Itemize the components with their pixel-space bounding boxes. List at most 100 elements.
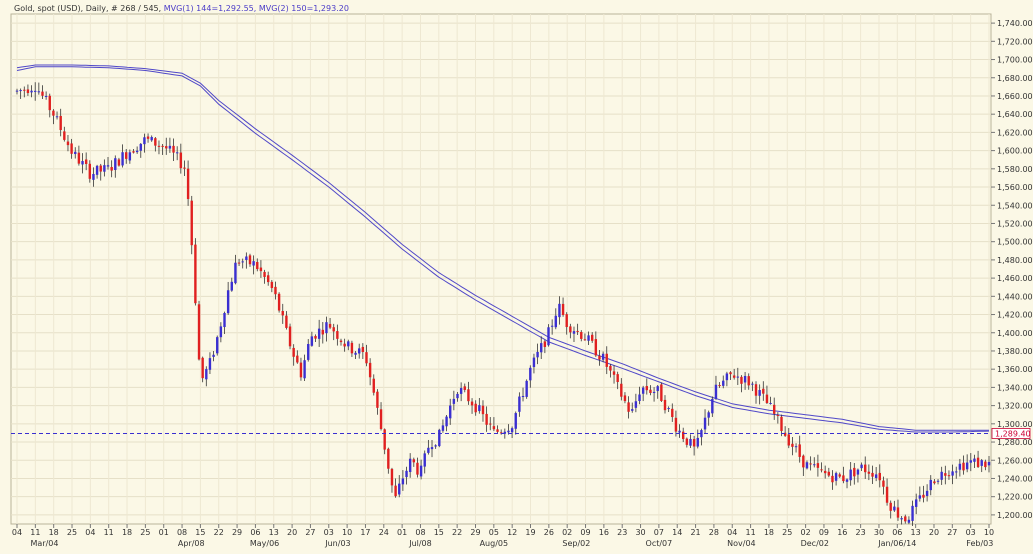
x-tick-label: 10 (984, 528, 994, 537)
candle-down (823, 470, 827, 474)
candle-up (37, 91, 41, 93)
candle-down (292, 347, 295, 357)
candle-up (423, 453, 426, 467)
candle-down (336, 331, 339, 339)
candle-up (758, 390, 761, 396)
candle-down (718, 385, 721, 387)
candle-up (678, 430, 681, 433)
candle-up (226, 290, 230, 314)
candle-down (117, 159, 121, 166)
y-tick-label: 1,400.00 (997, 329, 1033, 338)
candle-down (976, 457, 980, 467)
candle-up (601, 353, 605, 360)
candle-up (849, 469, 852, 481)
x-tick-label: 03 (324, 528, 334, 537)
candle-down (412, 459, 416, 463)
y-tick-label: 1,220.00 (997, 493, 1033, 502)
x-tick-label: 27 (305, 528, 315, 537)
candle-down (838, 474, 841, 477)
x-tick-label: 06 (250, 528, 260, 537)
candle-up (456, 393, 459, 399)
candle-up (547, 327, 550, 346)
candle-up (81, 161, 84, 165)
candle-down (660, 384, 663, 401)
x-tick-label: 25 (140, 528, 150, 537)
candle-up (92, 173, 95, 180)
y-tick-label: 1,660.00 (997, 92, 1033, 101)
candle-up (445, 416, 448, 427)
candle-up (74, 151, 77, 155)
candle-down (674, 417, 678, 432)
candle-down (594, 339, 598, 356)
candle-up (208, 358, 212, 370)
candle-up (929, 479, 932, 491)
x-tick-label: 23 (617, 528, 627, 537)
candle-down (612, 371, 616, 375)
candle-up (30, 90, 33, 93)
x-month-label: Jan/06/14 (877, 539, 916, 548)
candle-up (834, 473, 838, 481)
x-tick-label: 08 (415, 528, 425, 537)
candle-down (77, 152, 81, 164)
candle-up (794, 446, 798, 448)
candle-down (740, 376, 743, 384)
candle-up (893, 506, 896, 511)
candle-down (161, 145, 164, 147)
candle-down (580, 331, 583, 339)
candle-up (317, 328, 321, 339)
y-tick-label: 1,580.00 (997, 165, 1033, 174)
candle-down (281, 310, 284, 316)
candle-down (496, 429, 499, 432)
x-tick-label: 18 (764, 528, 774, 537)
y-tick-label: 1,700.00 (997, 56, 1033, 65)
x-tick-label: 22 (214, 528, 224, 537)
candle-up (507, 430, 510, 433)
candle-up (419, 465, 423, 477)
candle-up (430, 447, 434, 450)
x-tick-label: 02 (562, 528, 572, 537)
y-tick-label: 1,420.00 (997, 311, 1033, 320)
candle-down (154, 138, 157, 146)
candle-down (157, 145, 161, 147)
x-tick-label: 22 (452, 528, 462, 537)
x-month-label: Feb/03 (966, 539, 993, 548)
candle-down (623, 395, 627, 402)
x-tick-label: 14 (672, 528, 682, 537)
candle-down (773, 404, 776, 414)
candle-down (343, 343, 346, 347)
candle-down (787, 434, 790, 446)
x-tick-label: 01 (159, 528, 169, 537)
candle-up (15, 90, 19, 92)
instrument-label: Gold, spot (USD), Daily, # 268 / 545, (14, 4, 162, 13)
candle-down (864, 464, 867, 473)
y-tick-label: 1,340.00 (997, 383, 1033, 392)
candle-down (598, 355, 601, 360)
candle-down (339, 340, 343, 343)
candle-up (707, 412, 710, 418)
x-tick-label: 29 (232, 528, 242, 537)
candle-down (543, 341, 547, 347)
current-price-label: 1,289.40 (995, 429, 1031, 438)
candle-down (561, 303, 565, 316)
x-tick-label: 03 (966, 528, 976, 537)
candle-down (332, 327, 335, 332)
candle-down (842, 475, 845, 482)
x-tick-label: 18 (49, 528, 59, 537)
x-tick-label: 20 (287, 528, 297, 537)
candle-up (572, 331, 576, 334)
candle-down (896, 507, 900, 518)
candle-down (867, 471, 871, 474)
candle-up (700, 430, 703, 438)
x-tick-label: 10 (342, 528, 352, 537)
candle-down (809, 463, 812, 465)
candle-down (256, 261, 259, 270)
candle-up (310, 336, 314, 346)
candle-up (408, 458, 412, 473)
candle-down (816, 463, 820, 468)
candle-down (962, 462, 965, 471)
x-tick-label: 02 (801, 528, 811, 537)
x-month-label: Oct/07 (646, 539, 673, 548)
x-tick-label: 13 (269, 528, 279, 537)
candle-down (609, 365, 612, 371)
candle-up (114, 158, 117, 171)
